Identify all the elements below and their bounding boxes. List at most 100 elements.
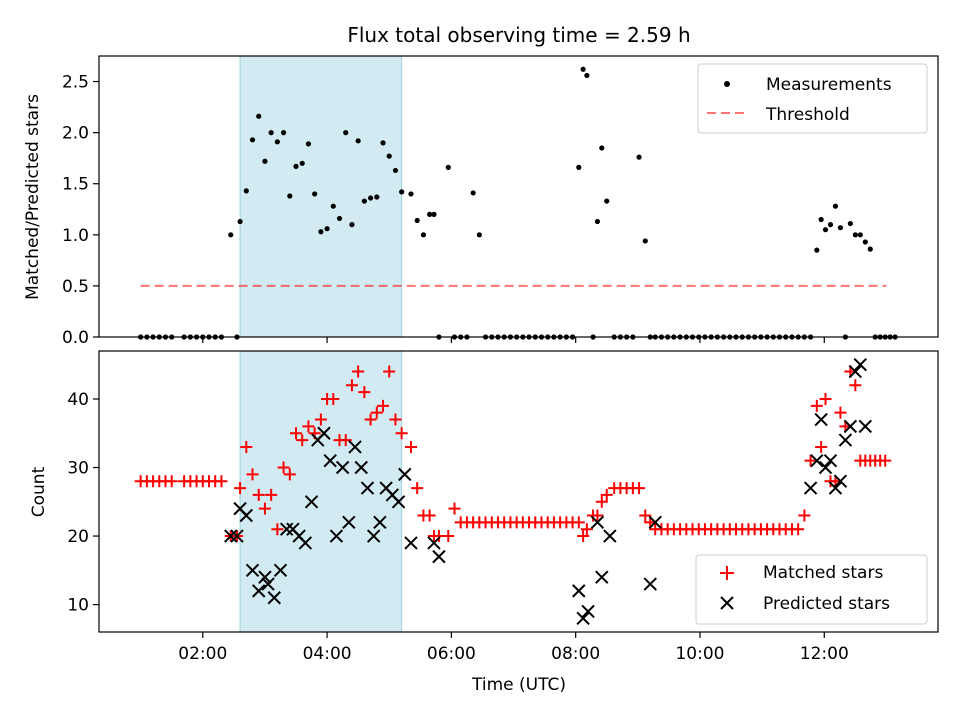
matched-star-point (377, 399, 390, 412)
matched-star-point (572, 516, 585, 529)
measurement-point (852, 232, 858, 238)
predicted-star-point (224, 529, 238, 543)
top-axes-frame (98, 55, 939, 338)
measurement-point (642, 238, 648, 244)
legend-matched-marker (720, 566, 734, 580)
measurement-point (580, 66, 586, 72)
predicted-star-point (648, 515, 662, 530)
y-tick-label: 0.5 (62, 277, 89, 297)
matched-star-point (283, 468, 296, 481)
top-legend: Measurements Threshold (697, 63, 928, 134)
measurement-point (604, 198, 610, 204)
matched-star-point (345, 379, 358, 392)
matched-star-point (383, 365, 396, 378)
matched-star-point (600, 488, 613, 501)
measurement-point (408, 191, 414, 197)
measurement-point (867, 246, 873, 252)
x-tick-label: 06:00 (427, 644, 476, 664)
measurement-point (576, 164, 582, 170)
measurement-point (343, 130, 349, 136)
matched-star-point (296, 434, 309, 447)
top-y-axis-label: Matched/Predicted stars (23, 94, 43, 300)
predicted-star-point (595, 570, 609, 584)
matched-star-point (258, 502, 271, 515)
y-tick-label: 2.5 (62, 73, 89, 93)
bottom-y-axis-label: Count (29, 466, 49, 517)
measurement-point (399, 189, 405, 195)
bottom-legend-box (695, 554, 928, 625)
matched-star-point (364, 413, 377, 426)
matched-star-point (370, 406, 383, 419)
measurement-point (832, 203, 839, 209)
x-tick-label: 12:00 (800, 644, 849, 664)
predicted-star-point (239, 508, 253, 523)
predicted-star-point (348, 440, 362, 454)
measurement-point (837, 225, 844, 231)
measurement-point (305, 141, 312, 147)
predicted-star-point (258, 570, 272, 584)
measurement-point (262, 158, 268, 164)
predicted-star-point (360, 481, 375, 495)
predicted-star-point (354, 460, 368, 475)
matched-star-point (271, 523, 284, 536)
predicted-star-point (298, 536, 313, 550)
matched-star-point (798, 509, 811, 522)
measurement-point (857, 232, 863, 238)
matched-star-point (215, 475, 228, 488)
measurement-point (287, 193, 293, 199)
measurement-point (386, 153, 392, 159)
matched-star-point (389, 413, 402, 426)
predicted-star-point (853, 357, 868, 372)
top-panel: 0.0 0.5 1.0 1.5 2.0 2.5 Matched/Predicted sta… (23, 55, 939, 348)
measurement-point (280, 130, 287, 136)
matched-star-point (246, 468, 259, 481)
predicted-star-point (576, 611, 590, 626)
measurement-point (336, 215, 343, 222)
measurement-point (361, 198, 367, 204)
measurement-point (814, 247, 820, 253)
bottom-x-ticks: 02:00 04:00 06:00 08:00 10:00 12:00 (178, 632, 849, 664)
predicted-star-point (828, 481, 843, 495)
measurement-point (822, 227, 829, 233)
measurement-point (470, 190, 476, 196)
measurement-point (862, 239, 868, 245)
legend-predicted-marker (720, 596, 734, 610)
measurement-point (636, 154, 642, 160)
predicted-star-point (803, 481, 818, 495)
measurement-point (349, 222, 355, 228)
predicted-star-point (814, 412, 828, 427)
measurement-point (228, 232, 234, 238)
x-tick-label: 02:00 (178, 644, 227, 664)
matched-star-point (448, 502, 461, 515)
measurement-point (256, 113, 262, 119)
matched-stars-points (135, 365, 892, 543)
matched-star-point (815, 440, 828, 453)
matched-star-point (314, 413, 327, 426)
predicted-star-point (366, 529, 381, 543)
matched-star-point (358, 386, 371, 399)
bottom-highlight-span (239, 350, 403, 633)
predicted-star-point (643, 577, 657, 591)
legend-threshold-label: Threshold (765, 105, 850, 125)
bottom-legend: Matched stars Predicted stars (695, 554, 928, 625)
bottom-axes-frame (98, 350, 939, 633)
predicted-star-point (858, 419, 872, 434)
predicted-star-point (590, 515, 605, 530)
matched-star-point (580, 523, 593, 536)
measurement-point (367, 195, 374, 201)
matched-star-point (633, 482, 646, 495)
matched-star-point (810, 399, 823, 412)
predicted-star-point (245, 563, 260, 578)
predicted-star-point (261, 577, 275, 591)
matched-star-point (240, 440, 253, 453)
matched-star-point (442, 530, 455, 543)
predicted-star-point (572, 584, 586, 598)
legend-measurements-marker (724, 81, 730, 87)
measurement-point (249, 137, 256, 143)
measurement-point (268, 130, 274, 136)
matched-star-point (277, 461, 290, 474)
predicted-star-point (273, 563, 288, 578)
measurement-point (827, 222, 834, 228)
predicted-star-point (373, 515, 387, 530)
